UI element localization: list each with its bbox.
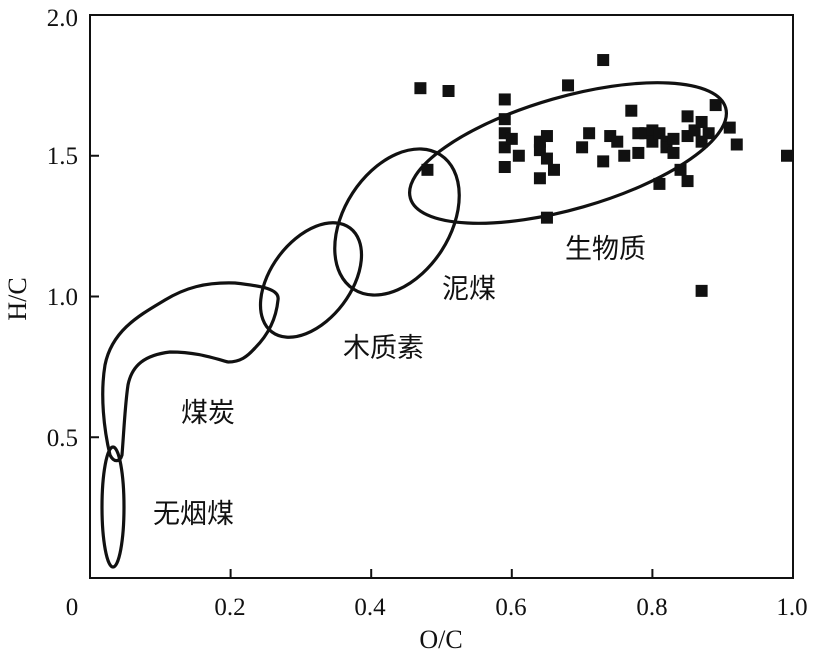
data-point <box>540 130 553 143</box>
data-point <box>611 135 624 148</box>
data-point <box>597 155 610 168</box>
data-point <box>540 211 553 224</box>
data-point <box>533 172 546 185</box>
data-point <box>562 79 575 92</box>
region-label-lignin: 木质素 <box>343 333 424 364</box>
data-point <box>421 163 434 176</box>
data-point <box>576 141 589 154</box>
data-point <box>730 138 743 151</box>
y-tick-label: 2.0 <box>47 5 78 32</box>
y-tick-label: 1.5 <box>47 143 78 170</box>
data-point <box>597 54 610 67</box>
lignin-region <box>258 221 364 339</box>
data-point <box>512 149 525 162</box>
regions <box>100 81 729 569</box>
y-axis-label: H/C <box>3 277 32 320</box>
data-point <box>540 152 553 165</box>
data-point <box>702 127 715 140</box>
data-point <box>667 146 680 159</box>
data-point <box>414 82 427 95</box>
x-axis-label: O/C <box>419 625 462 654</box>
region-label-peat: 泥煤 <box>442 274 496 305</box>
data-point <box>653 177 666 190</box>
data-point <box>681 110 694 123</box>
axis-ticks <box>90 154 654 578</box>
y-tick-label: 1.0 <box>47 284 78 311</box>
x-tick-label: 0.6 <box>495 594 526 621</box>
x-tick-label: 0.2 <box>214 594 245 621</box>
x-tick-label: 1.0 <box>776 594 807 621</box>
x-tick-label: 0 <box>66 594 79 621</box>
x-tick-label: 0.4 <box>354 594 386 621</box>
data-point <box>681 175 694 188</box>
peat-region <box>333 147 461 297</box>
anthracite-region <box>100 445 126 569</box>
data-point <box>583 127 596 140</box>
data-point <box>498 93 511 106</box>
data-point <box>618 149 631 162</box>
data-point <box>498 113 511 126</box>
data-point <box>505 132 518 145</box>
scatter-points <box>414 54 793 297</box>
region-labels: 无烟煤 煤炭 木质素 泥煤 生物质 <box>153 234 646 530</box>
data-point <box>547 163 560 176</box>
data-point <box>709 99 722 112</box>
region-label-anthracite: 无烟煤 <box>153 499 234 530</box>
x-tick-label: 0.8 <box>636 594 667 621</box>
coal-region <box>101 281 280 463</box>
region-label-coal: 煤炭 <box>181 398 235 429</box>
data-point <box>625 104 638 117</box>
data-point <box>695 115 708 128</box>
region-label-biomass: 生物质 <box>565 234 646 265</box>
data-point <box>674 163 687 176</box>
data-point <box>667 132 680 145</box>
data-point <box>632 146 645 159</box>
data-point <box>442 85 455 98</box>
x-tick-labels: 0 0.2 0.4 0.6 0.8 1.0 <box>66 594 808 621</box>
y-tick-label: 0.5 <box>47 425 78 452</box>
biomass-region <box>407 81 729 225</box>
data-point <box>781 149 793 162</box>
data-point <box>695 284 708 297</box>
y-tick-labels: 0.5 1.0 1.5 2.0 <box>47 5 78 452</box>
data-point <box>723 121 736 134</box>
data-point <box>498 161 511 174</box>
